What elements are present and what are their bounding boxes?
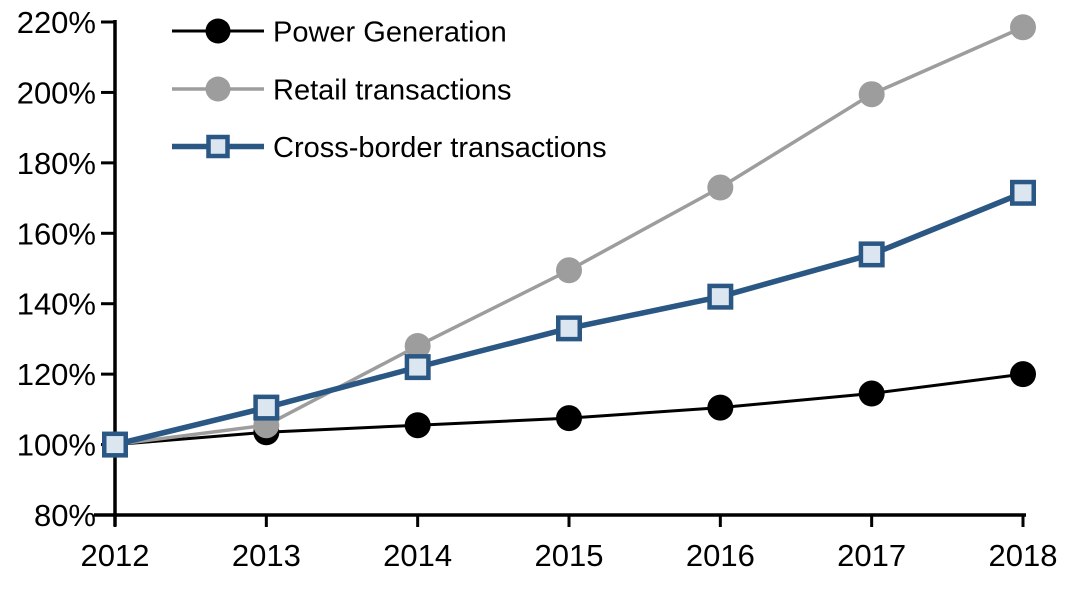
legend-marker-icon (205, 18, 231, 44)
legend-marker-icon (206, 134, 230, 159)
series-cross-border-transactions (102, 179, 1036, 458)
y-tick-label: 80% (34, 498, 96, 533)
x-tick-label: 2012 (81, 538, 150, 573)
y-tick-label: 120% (17, 357, 96, 392)
x-tick-label: 2016 (686, 538, 755, 573)
data-point (858, 81, 885, 108)
data-point (707, 174, 734, 201)
x-tick-label: 2017 (837, 538, 906, 573)
y-tick-label: 160% (17, 216, 96, 251)
y-tick-label: 180% (17, 146, 96, 181)
data-point (1010, 14, 1036, 41)
data-point (707, 283, 734, 310)
y-tick-label: 140% (17, 287, 96, 322)
legend-item-cross-border-transactions: Cross-border transactions (172, 132, 607, 164)
data-point (102, 431, 128, 458)
data-point (858, 241, 885, 268)
data-point (556, 315, 582, 342)
x-tick-label: 2013 (232, 538, 301, 573)
series-power-generation (102, 361, 1036, 458)
x-tick-label: 2015 (535, 538, 604, 573)
data-point (707, 394, 734, 421)
data-point (404, 332, 431, 359)
x-tick-label: 2014 (383, 538, 452, 573)
data-point (1010, 361, 1036, 388)
data-point (556, 257, 582, 284)
data-point (858, 380, 885, 407)
data-point (404, 354, 431, 381)
y-tick-label: 200% (17, 75, 96, 110)
legend-item-power-generation: Power Generation (172, 17, 507, 49)
legend: Power Generation Retail transactions Cross… (172, 17, 607, 164)
y-tick-label: 100% (17, 428, 96, 463)
y-tick-label: 220% (17, 5, 96, 40)
data-point (556, 405, 582, 432)
legend-label: Retail transactions (273, 75, 512, 107)
legend-item-retail-transactions: Retail transactions (172, 75, 512, 107)
legend-label: Power Generation (273, 17, 507, 49)
legend-label: Cross-border transactions (273, 132, 607, 164)
data-point (253, 394, 280, 421)
x-tick-label: 2018 (989, 538, 1058, 573)
axes: 80% 100% 120% 140% 160% 180% 200% 220% 2012 2013 2… (17, 5, 1058, 573)
data-point (1010, 179, 1036, 206)
legend-marker-icon (205, 76, 231, 102)
data-point (404, 412, 431, 439)
